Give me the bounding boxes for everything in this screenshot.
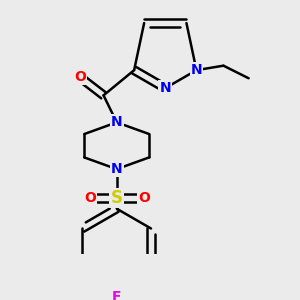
Text: N: N bbox=[160, 81, 171, 95]
Text: F: F bbox=[112, 290, 122, 300]
Text: O: O bbox=[138, 191, 150, 205]
Text: S: S bbox=[111, 189, 123, 207]
Text: O: O bbox=[84, 191, 96, 205]
Text: N: N bbox=[190, 63, 202, 77]
Text: N: N bbox=[111, 162, 122, 176]
Text: N: N bbox=[111, 115, 122, 129]
Text: O: O bbox=[74, 70, 86, 84]
